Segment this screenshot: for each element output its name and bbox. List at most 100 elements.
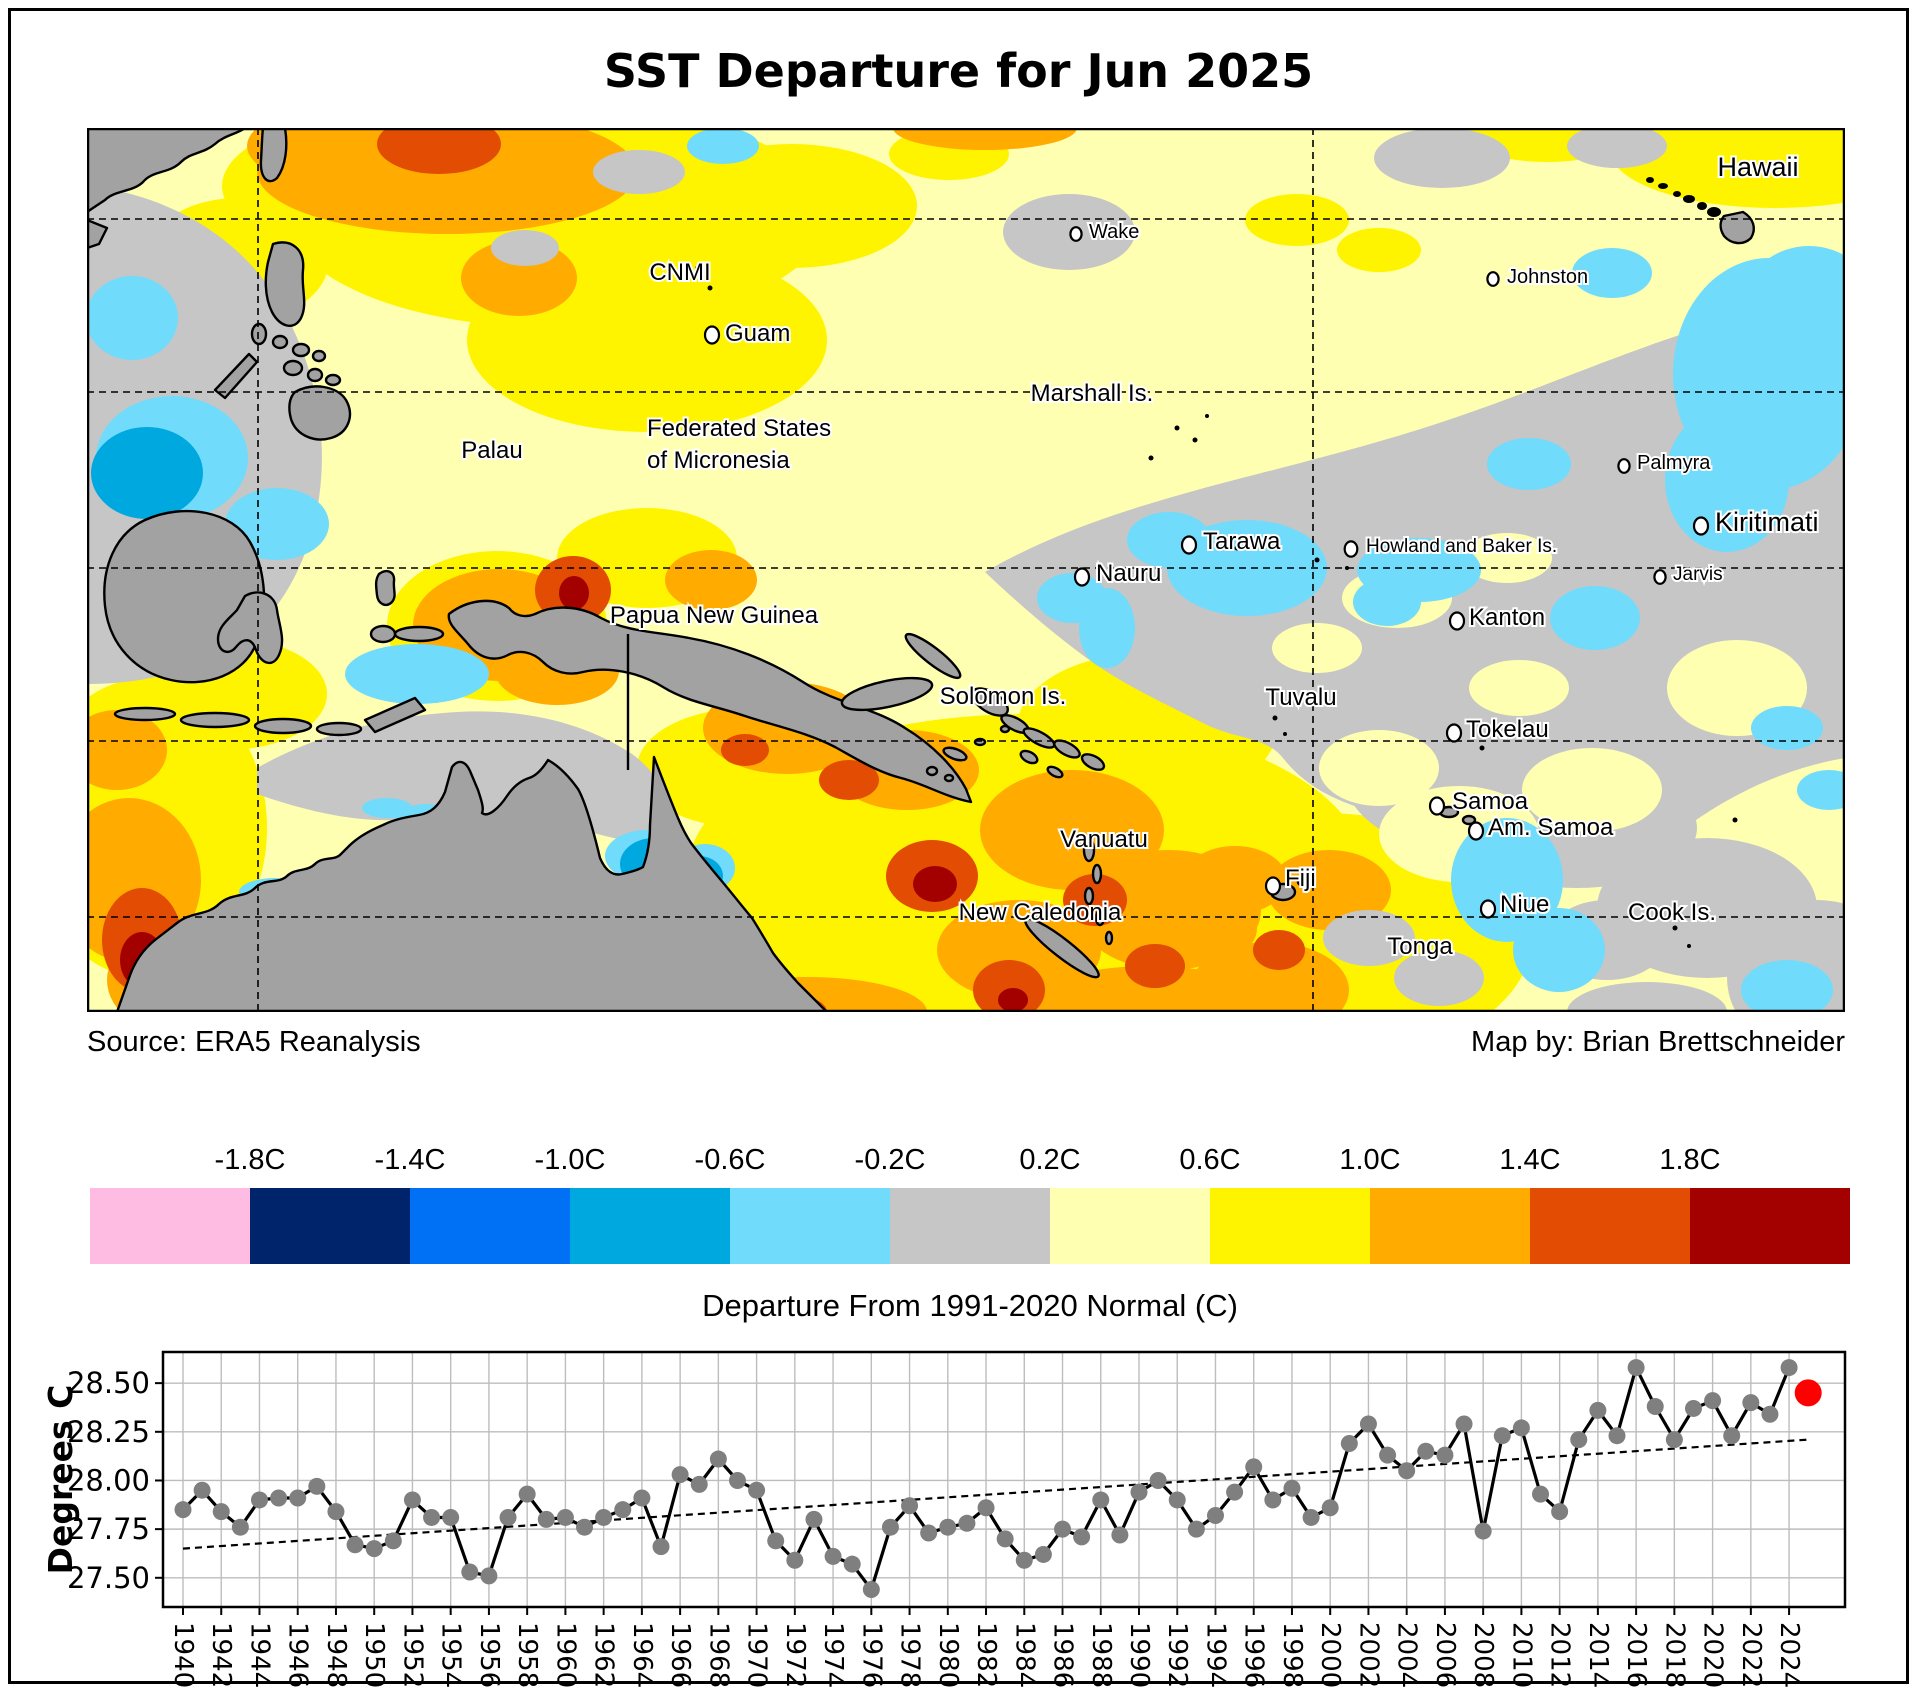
svg-text:27.75: 27.75 [67, 1512, 150, 1546]
map-label-niue: Niue [1500, 891, 1549, 918]
map-label-am-samoa: Am. Samoa [1488, 814, 1614, 841]
svg-text:2020: 2020 [1698, 1622, 1728, 1688]
svg-text:1992: 1992 [1162, 1622, 1192, 1688]
svg-text:1942: 1942 [206, 1622, 236, 1688]
svg-text:28.25: 28.25 [67, 1415, 150, 1449]
svg-text:1940: 1940 [168, 1622, 198, 1688]
colorbar: -1.8C -1.4C -1.0C -0.6C -0.2C 0.2C 0.6C 1.0C 1.4… [90, 1140, 1850, 1330]
svg-text:1960: 1960 [550, 1622, 580, 1688]
svg-text:1954: 1954 [436, 1622, 466, 1688]
svg-text:1968: 1968 [703, 1622, 733, 1688]
land-masses [87, 128, 1755, 1012]
map-label-tonga: Tonga [1387, 933, 1453, 960]
svg-text:1986: 1986 [1048, 1622, 1078, 1688]
colorbar-segment-3 [570, 1188, 730, 1264]
colorbar-segment-10 [1690, 1188, 1850, 1264]
svg-text:2014: 2014 [1583, 1622, 1613, 1688]
svg-text:1944: 1944 [244, 1622, 274, 1688]
svg-text:1974: 1974 [818, 1622, 848, 1688]
colorbar-segment-2 [410, 1188, 570, 1264]
map-label-tokelau: Tokelau [1466, 716, 1549, 743]
svg-text:1972: 1972 [780, 1622, 810, 1688]
graticule [87, 128, 1845, 1012]
map-label-palmyra: Palmyra [1637, 452, 1711, 474]
map-marker-nauru [1073, 567, 1091, 587]
colorbar-segments [90, 1188, 1850, 1264]
colorbar-segment-5 [890, 1188, 1050, 1264]
map-label-vanuatu: Vanuatu [1060, 826, 1148, 853]
svg-text:2006: 2006 [1430, 1622, 1460, 1688]
chart-y-tick-labels: 27.50 27.75 28.00 28.25 28.50 [67, 1366, 163, 1595]
map-marker-jarvis [1653, 569, 1667, 585]
colorbar-segment-9 [1530, 1188, 1690, 1264]
chart-series-markers [174, 1359, 1798, 1598]
svg-text:1996: 1996 [1239, 1622, 1269, 1688]
svg-text:1982: 1982 [971, 1622, 1001, 1688]
svg-text:1950: 1950 [359, 1622, 389, 1688]
map-marker-tokelau [1445, 723, 1463, 743]
svg-text:28.00: 28.00 [67, 1463, 150, 1497]
colorbar-tick-1-8c: 1.8C [1659, 1144, 1721, 1176]
colorbar-tick-1-0c: -1.0C [534, 1144, 606, 1176]
map-label-kiritimati: Kiritimati [1715, 507, 1819, 537]
colorbar-segment-6 [1050, 1188, 1210, 1264]
sst-timeseries-chart: 1940 1942 1944 1946 1948 1950 1952 1954 1956 1958… [41, 1350, 1847, 1688]
colorbar-tick-0-2c: -0.2C [854, 1144, 926, 1176]
map-label-federated-states: Federated States [647, 415, 831, 442]
map-place-labels: Hawaii Wake Johnston CNMI Guam Marshall Is. Fe… [459, 150, 1820, 962]
svg-text:2004: 2004 [1392, 1622, 1422, 1688]
map-label-howland-and-baker-is: Howland and Baker Is. [1366, 536, 1557, 557]
chart-current-marker [1794, 1379, 1822, 1407]
atoll-dots [695, 177, 1738, 948]
page-title: SST Departure for Jun 2025 [603, 44, 1314, 98]
map-label-hawaii: Hawaii [1717, 152, 1798, 182]
svg-text:2012: 2012 [1545, 1622, 1575, 1688]
svg-text:1952: 1952 [397, 1622, 427, 1688]
map-label-tuvalu: Tuvalu [1265, 684, 1336, 711]
svg-text:2000: 2000 [1315, 1622, 1345, 1688]
map-marker-fiji [1264, 876, 1282, 896]
map-source-caption: Source: ERA5 Reanalysis [87, 1026, 421, 1058]
map-label-new-caledonia: New Caledonia [959, 899, 1122, 926]
svg-text:1990: 1990 [1124, 1622, 1154, 1688]
svg-text:1962: 1962 [589, 1622, 619, 1688]
colorbar-segment-1 [250, 1188, 410, 1264]
svg-text:1988: 1988 [1086, 1622, 1116, 1688]
chart-grid [163, 1352, 1845, 1607]
svg-text:2002: 2002 [1353, 1622, 1383, 1688]
map-marker-wake [1069, 226, 1083, 242]
colorbar-segment-7 [1210, 1188, 1370, 1264]
svg-text:1958: 1958 [512, 1622, 542, 1688]
svg-text:1970: 1970 [742, 1622, 772, 1688]
svg-text:1948: 1948 [321, 1622, 351, 1688]
colorbar-tick-0-2c: 0.2C [1019, 1144, 1081, 1176]
svg-text:1984: 1984 [1009, 1622, 1039, 1688]
map-label-wake: Wake [1089, 221, 1139, 243]
map-label-johnston: Johnston [1507, 266, 1588, 288]
svg-text:1998: 1998 [1277, 1622, 1307, 1688]
map-marker-tarawa [1180, 535, 1198, 555]
svg-text:1964: 1964 [627, 1622, 657, 1688]
colorbar-caption: Departure From 1991-2020 Normal (C) [702, 1288, 1238, 1323]
svg-text:28.50: 28.50 [67, 1366, 150, 1400]
map-label-tarawa: Tarawa [1203, 528, 1281, 555]
map-marker-kiritimati [1692, 516, 1710, 536]
map-credit-caption: Map by: Brian Brettschneider [1471, 1026, 1845, 1058]
map-label-kanton: Kanton [1469, 604, 1545, 631]
map-label-solomon-is: Solomon Is. [940, 683, 1067, 710]
svg-text:1980: 1980 [933, 1622, 963, 1688]
map-label-palau: Palau [461, 437, 522, 464]
colorbar-segment-8 [1370, 1188, 1530, 1264]
map-label-cnmi: CNMI [649, 259, 710, 286]
map-marker-guam [703, 325, 721, 345]
svg-text:1946: 1946 [283, 1622, 313, 1688]
colorbar-segment-4 [730, 1188, 890, 1264]
svg-text:2008: 2008 [1468, 1622, 1498, 1688]
svg-text:27.50: 27.50 [67, 1561, 150, 1595]
svg-text:1966: 1966 [665, 1622, 695, 1688]
colorbar-tick-1-8c: -1.8C [214, 1144, 286, 1176]
chart-x-tick-labels: 1940 1942 1944 1946 1948 1950 1952 1954 1956 1958… [168, 1607, 1804, 1688]
svg-text:2024: 2024 [1774, 1622, 1804, 1688]
sst-map: Hawaii Wake Johnston CNMI Guam Marshall Is. Fe… [87, 128, 1845, 1012]
svg-text:2018: 2018 [1659, 1622, 1689, 1688]
